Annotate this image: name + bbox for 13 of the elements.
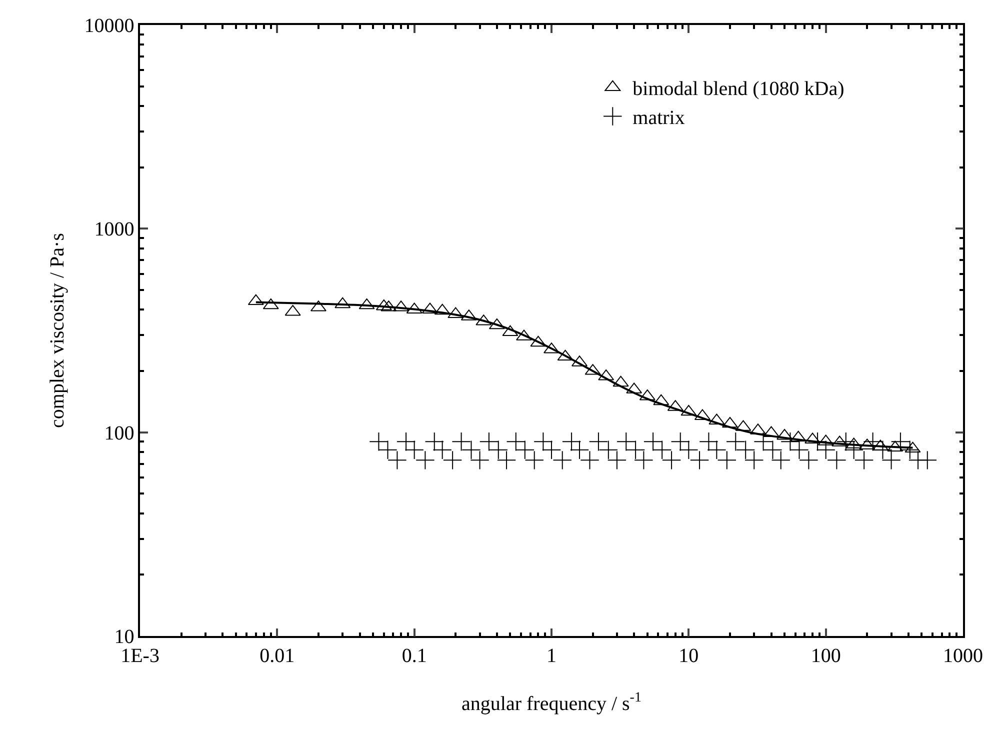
x-tick-label: 10 bbox=[678, 644, 699, 667]
legend-label: bimodal blend (1080 kDa) bbox=[632, 78, 844, 100]
x-tick-label: 100 bbox=[810, 644, 841, 667]
y-axis-title: complex viscosity / Pa·s bbox=[46, 232, 68, 428]
x-tick-label: 1000 bbox=[943, 644, 983, 667]
y-tick-label: 1000 bbox=[94, 218, 134, 241]
y-tick-label: 10000 bbox=[84, 15, 134, 37]
x-tick-label: 0.1 bbox=[402, 644, 427, 667]
y-tick-label: 100 bbox=[104, 422, 134, 444]
x-tick-label: 0.01 bbox=[260, 644, 295, 667]
x-axis-title: angular frequency / s$^{-1}$ bbox=[462, 690, 642, 715]
x-tick-label: 1 bbox=[546, 644, 556, 667]
legend-label: matrix bbox=[632, 107, 685, 130]
